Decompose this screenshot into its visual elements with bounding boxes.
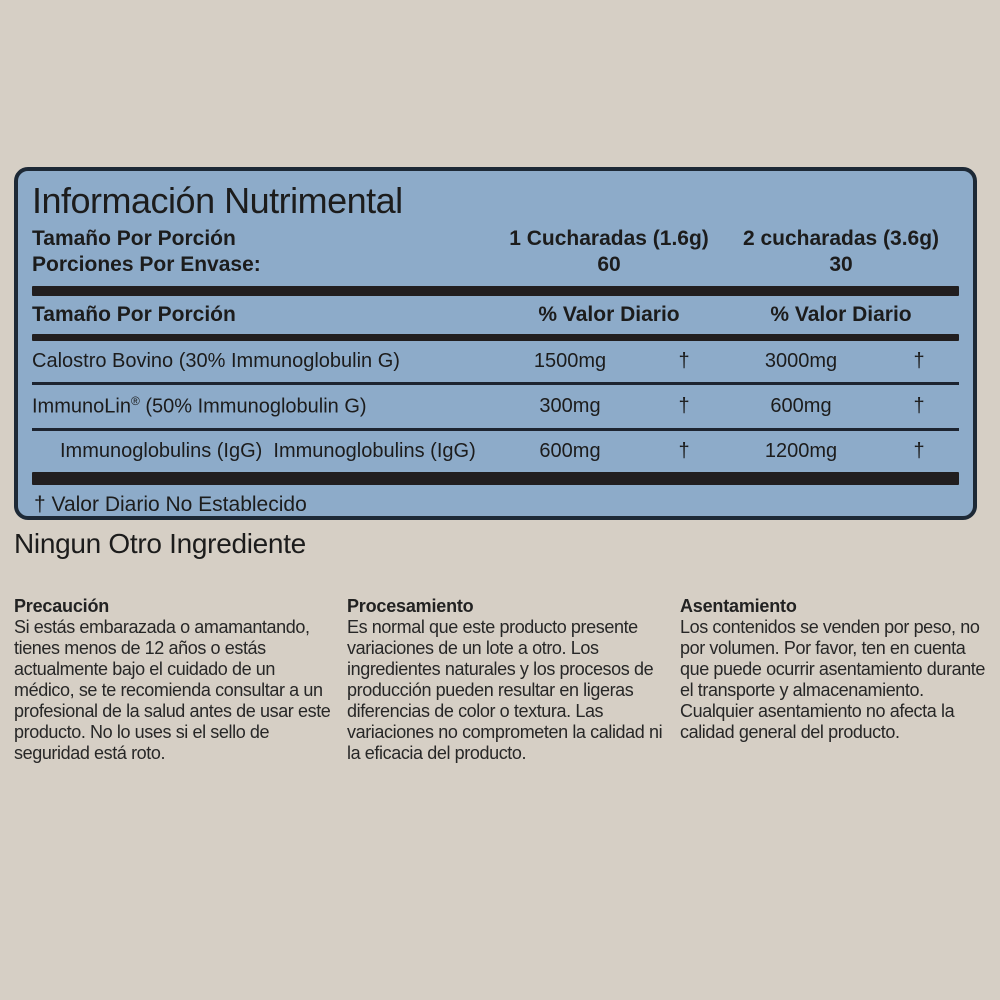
daily-value-symbol: † [913,350,925,372]
serving-size-label: Tamaño Por Porción [32,227,236,250]
servings-count-col1: 60 [597,253,621,276]
ingredient-name: ImmunoLin® (50% Immunoglobulin G) [32,394,367,418]
note-precaucion: Precaución Si estás embarazada o amamant… [14,596,336,764]
separator-bar [32,286,959,296]
daily-value-symbol: † [678,439,690,462]
note-heading: Procesamiento [347,596,474,616]
note-procesamiento: Procesamiento Es normal que este product… [347,596,669,764]
table-row: ImmunoLin® (50% Immunoglobulin G) 300mg … [32,385,959,428]
table-row: Calostro Bovino (30% Immunoglobulin G) 1… [32,341,959,382]
separator-bar [32,334,959,341]
table-header-row: Tamaño Por Porción % Valor Diario % Valo… [32,296,959,334]
daily-value-symbol: † [678,394,690,417]
amount-col2: 3000mg [764,350,838,372]
serving-size-col2: 2 cucharadas (3.6g) [742,227,940,250]
servings-per-container-label: Porciones Por Envase: [32,253,261,276]
ingredient-name: Immunoglobulins (IgG) Immunoglobulins (I… [60,439,476,462]
header-name: Tamaño Por Porción [32,303,236,326]
amount-col1: 1500mg [533,350,607,372]
daily-value-symbol: † [913,394,925,417]
amount-col2: 600mg [770,394,832,417]
panel-title: Información Nutrimental [32,180,403,221]
row-divider [32,382,959,385]
daily-value-symbol: † [678,350,690,372]
amount-col1: 600mg [539,439,601,462]
amount-col2: 1200mg [764,439,838,462]
other-ingredients-heading: Ningun Otro Ingrediente [14,528,306,559]
header-daily-value-col1: % Valor Diario [538,303,680,326]
note-body: Es normal que este producto presente var… [347,617,663,763]
separator-bar [32,471,959,485]
ingredient-name: Calostro Bovino (30% Immunoglobulin G) [32,350,400,372]
table-row: Immunoglobulins (IgG) Immunoglobulins (I… [32,431,959,472]
serving-size-col1: 1 Cucharadas (1.6g) [509,227,709,250]
amount-col1: 300mg [539,394,601,417]
daily-value-symbol: † [913,439,925,462]
note-body: Si estás embarazada o amamantando, tiene… [14,617,331,763]
row-divider [32,427,959,431]
note-body: Los contenidos se venden por peso, no po… [680,617,986,742]
servings-count-col2: 30 [829,253,853,276]
notes-section: Precaución Si estás embarazada o amamant… [14,596,990,764]
serving-info: Tamaño Por Porción 1 Cucharadas (1.6g) 2… [32,226,959,278]
daily-value-footnote: † Valor Diario No Establecido [34,492,307,516]
header-daily-value-col2: % Valor Diario [770,303,912,326]
note-heading: Asentamiento [680,596,797,616]
nutrition-facts-panel: Información Nutrimental Tamaño Por Porci… [14,167,977,520]
note-heading: Precaución [14,596,110,616]
note-asentamiento: Asentamiento Los contenidos se venden po… [680,596,998,764]
